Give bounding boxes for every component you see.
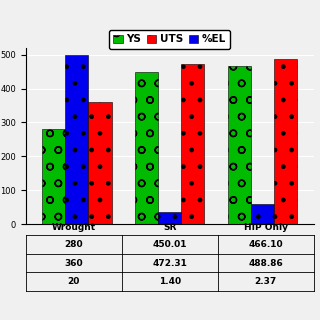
Text: SR: SR (163, 223, 176, 232)
Bar (135, 72, 158, 224)
Text: 280: 280 (64, 240, 83, 249)
Bar (251, 204, 274, 224)
Legend: YS, UTS, %EL: YS, UTS, %EL (109, 30, 230, 49)
Bar (274, 59, 297, 224)
Text: 466.10: 466.10 (248, 240, 283, 249)
Text: 360: 360 (64, 259, 83, 268)
Text: HIP Only: HIP Only (244, 223, 288, 232)
Bar (158, 212, 181, 224)
Text: Wrought: Wrought (52, 223, 96, 232)
Text: 20: 20 (68, 277, 80, 286)
Bar (228, 66, 251, 224)
Text: 488.86: 488.86 (248, 259, 283, 268)
Text: 472.31: 472.31 (152, 259, 187, 268)
Text: 1.40: 1.40 (158, 277, 181, 286)
Text: 2.37: 2.37 (254, 277, 277, 286)
Bar (42, 129, 65, 224)
Bar (181, 64, 204, 224)
Bar (88, 102, 112, 224)
Bar (65, 55, 88, 224)
Text: 450.01: 450.01 (152, 240, 187, 249)
